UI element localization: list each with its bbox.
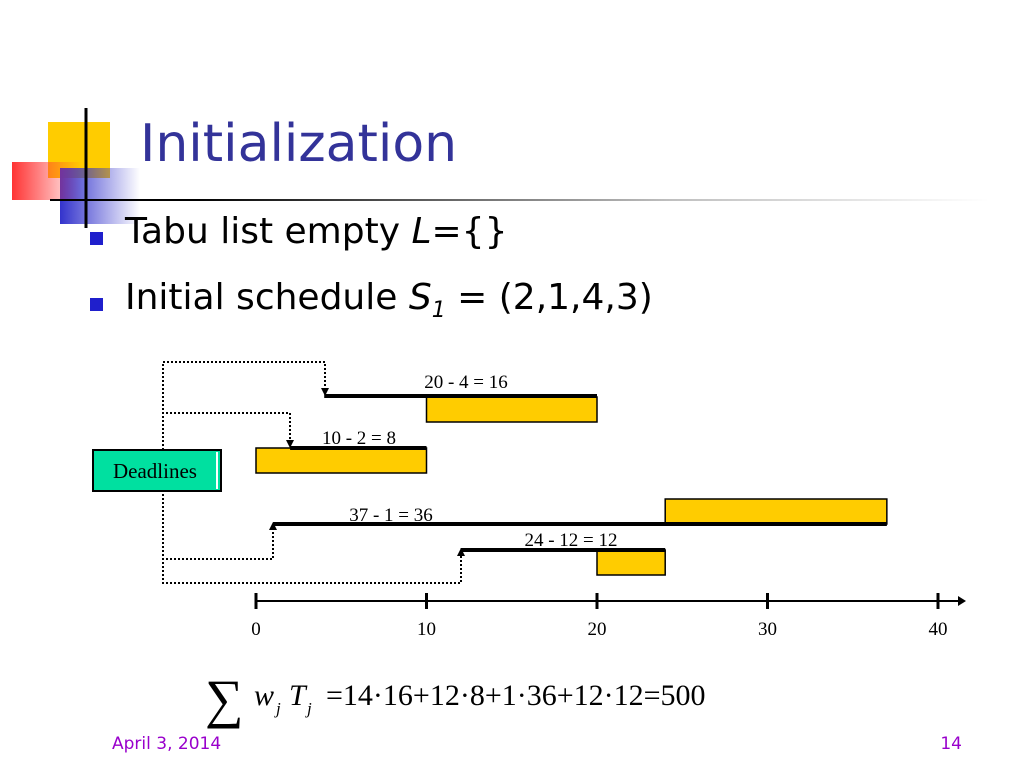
bullet-square-icon <box>90 232 103 245</box>
subscript-j: j <box>305 699 312 718</box>
job-bar-1 <box>425 396 598 423</box>
bullet-rest: ={} <box>431 211 508 252</box>
slide-title: Initialization <box>140 114 458 174</box>
axis-arrow-icon <box>958 596 966 606</box>
footer-date: April 3, 2014 <box>112 734 222 754</box>
job-bar-3 <box>664 498 888 525</box>
corner-decoration <box>12 108 200 228</box>
formula-value: =14·16+12·8+1·36+12·12=500 <box>326 679 706 712</box>
bullet-text: Tabu list empty <box>125 211 412 252</box>
bullet-rest: = (2,1,4,3) <box>445 277 653 318</box>
bullet-italic: L <box>411 211 432 252</box>
bullet-subscript: 1 <box>431 298 446 323</box>
weight-w: w <box>254 679 274 712</box>
subscript-j: j <box>274 699 281 718</box>
arrow-down-icon <box>286 440 294 448</box>
axis-tick-label: 10 <box>417 619 436 640</box>
connector-job-d <box>162 490 462 584</box>
connector-job-b <box>162 412 291 470</box>
axis-tick-label: 40 <box>929 619 948 640</box>
red-square <box>12 162 82 200</box>
page-number: 14 <box>940 734 962 754</box>
title-underline <box>190 199 990 201</box>
deadlines-label: Deadlines <box>113 459 197 483</box>
job-bar-2 <box>255 447 428 474</box>
tardiness-label-1: 20 - 4 = 16 <box>424 372 508 393</box>
arrow-down-icon <box>321 388 329 396</box>
bullet-text: Initial schedule <box>125 277 409 318</box>
axis-tick-label: 0 <box>251 619 261 640</box>
tardiness-label-2: 10 - 2 = 8 <box>322 428 396 449</box>
deadlines-box <box>92 449 222 492</box>
connector-job-c <box>162 490 274 560</box>
time-axis: 0 10 20 30 40 <box>251 593 966 640</box>
job-bar-4 <box>596 549 666 576</box>
tardiness-T: T <box>289 679 308 712</box>
tardiness-label-4: 24 - 12 = 12 <box>524 530 617 551</box>
tardiness-label-3: 37 - 1 = 36 <box>349 505 433 526</box>
axis-tick-label: 20 <box>588 619 607 640</box>
arrow-up-icon <box>269 522 277 530</box>
bullet-square-icon <box>90 298 103 311</box>
sum-symbol: ∑ <box>205 669 244 729</box>
deadline-connectors <box>162 361 462 584</box>
schedule-marks <box>255 394 888 576</box>
axis-tick-label: 30 <box>758 619 777 640</box>
bullet-italic: S <box>408 277 432 318</box>
